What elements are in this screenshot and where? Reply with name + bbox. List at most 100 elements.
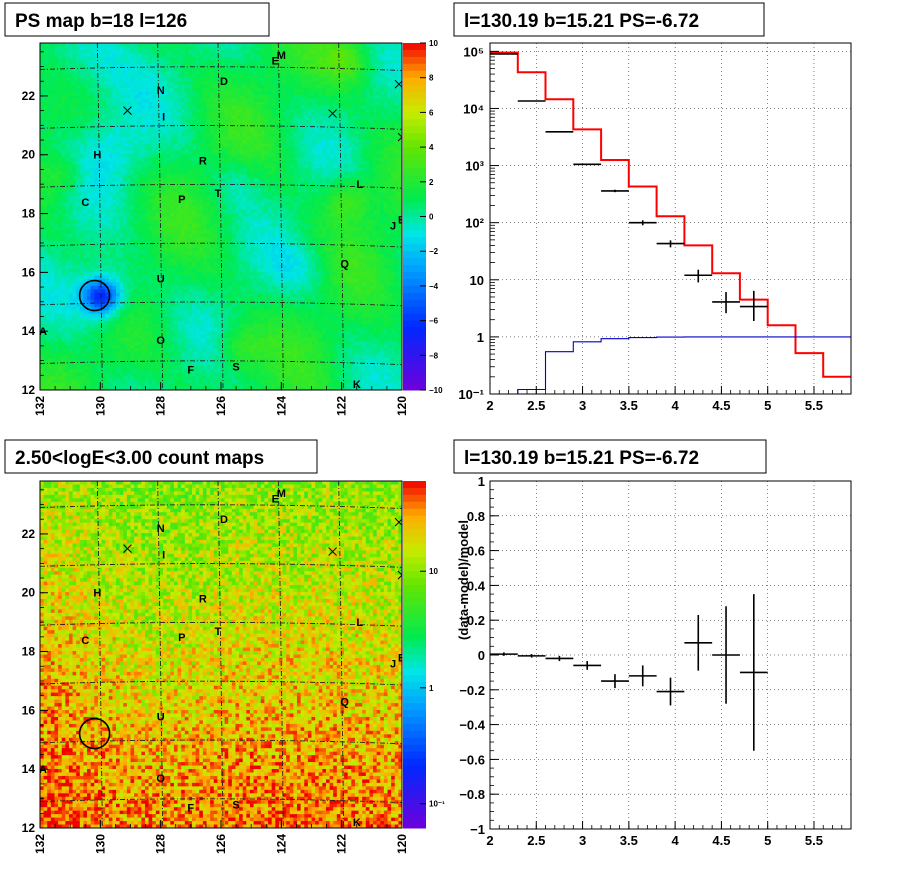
heatmap-cell (173, 209, 178, 214)
heatmap-cell (181, 157, 186, 162)
heatmap-cell (152, 91, 157, 96)
heatmap-cell (188, 56, 193, 61)
heatmap-cell (108, 101, 113, 106)
heatmap-cell (126, 337, 131, 342)
heatmap-cell (192, 77, 197, 82)
heatmap-cell (94, 108, 99, 113)
heatmap-cell (137, 216, 142, 221)
heatmap-cell (101, 292, 106, 297)
heatmap-cell (101, 306, 106, 311)
heatmap-cell (47, 230, 52, 235)
heatmap-cell (65, 296, 70, 301)
heatmap-cell (173, 150, 178, 155)
heatmap-cell (192, 365, 197, 370)
heatmap-cell (195, 334, 200, 339)
heatmap-cell (192, 164, 197, 169)
heatmap-cell (173, 306, 178, 311)
heatmap-cell (40, 98, 45, 103)
heatmap-cell (181, 101, 186, 106)
heatmap-cell (137, 334, 142, 339)
heatmap-cell (76, 206, 81, 210)
heatmap-cell (126, 143, 131, 148)
heatmap-cell (83, 237, 88, 242)
heatmap-cell (141, 164, 146, 169)
heatmap-cell (83, 351, 88, 356)
heatmap-cell (152, 365, 157, 370)
heatmap-cell (43, 95, 48, 99)
heatmap-cell (40, 206, 45, 210)
heatmap-cell (181, 247, 186, 252)
heatmap-cell (61, 275, 66, 280)
heatmap-cell (58, 181, 63, 186)
heatmap-cell (43, 327, 48, 332)
heatmap-cell (206, 254, 211, 259)
heatmap-cell (173, 233, 178, 238)
heatmap-cell (101, 199, 106, 204)
heatmap-cell (163, 285, 168, 290)
heatmap-cell (181, 278, 186, 283)
heatmap-cell (108, 310, 113, 315)
heatmap-cell (105, 317, 110, 321)
heatmap-cell (97, 122, 102, 127)
heatmap-cell (119, 272, 124, 276)
heatmap-cell (217, 237, 222, 242)
heatmap-cell (61, 244, 66, 249)
heatmap-cell (210, 337, 215, 342)
heatmap-cell (163, 181, 168, 186)
heatmap-cell (173, 213, 178, 217)
heatmap-cell (108, 216, 113, 221)
heatmap-cell (79, 108, 84, 113)
heatmap-cell (184, 317, 189, 321)
heatmap-cell (155, 129, 160, 134)
heatmap-cell (192, 160, 197, 165)
heatmap-cell (213, 365, 218, 370)
heatmap-cell (97, 372, 102, 377)
heatmap-cell (199, 226, 204, 231)
heatmap-cell (195, 233, 200, 238)
heatmap-cell (152, 95, 157, 99)
heatmap-cell (47, 43, 52, 47)
heatmap-cell (130, 46, 135, 51)
heatmap-cell (50, 140, 55, 145)
heatmap-cell (119, 337, 124, 342)
heatmap-cell (163, 216, 168, 221)
heatmap-cell (170, 376, 175, 380)
heatmap-cell (54, 140, 59, 145)
heatmap-cell (94, 344, 99, 349)
heatmap-cell (217, 268, 222, 273)
heatmap-cell (50, 320, 55, 325)
heatmap-cell (87, 115, 92, 120)
heatmap-cell (141, 108, 146, 113)
heatmap-cell (195, 49, 200, 54)
heatmap-cell (68, 317, 73, 321)
heatmap-cell (199, 282, 204, 287)
heatmap-cell (213, 226, 218, 231)
heatmap-cell (184, 171, 189, 176)
heatmap-cell (94, 60, 99, 65)
heatmap-cell (90, 67, 95, 72)
heatmap-cell (40, 247, 45, 252)
heatmap-cell (101, 108, 106, 113)
heatmap-cell (76, 386, 81, 390)
heatmap-cell (65, 327, 70, 332)
heatmap-cell (68, 268, 73, 273)
heatmap-cell (188, 81, 193, 86)
heatmap-cell (90, 213, 95, 217)
heatmap-cell (206, 331, 211, 335)
heatmap-cell (170, 81, 175, 86)
heatmap-cell (40, 199, 45, 204)
heatmap-cell (94, 70, 99, 75)
heatmap-cell (199, 272, 204, 276)
heatmap-cell (105, 143, 110, 148)
heatmap-cell (130, 254, 135, 259)
heatmap-cell (68, 74, 73, 79)
heatmap-cell (97, 157, 102, 162)
heatmap-cell (184, 226, 189, 231)
heatmap-cell (195, 244, 200, 249)
heatmap-cell (101, 185, 106, 190)
heatmap-cell (188, 77, 193, 82)
heatmap-cell (79, 88, 84, 92)
heatmap-cell (192, 43, 197, 47)
heatmap-cell (177, 206, 182, 210)
heatmap-cell (137, 386, 142, 390)
